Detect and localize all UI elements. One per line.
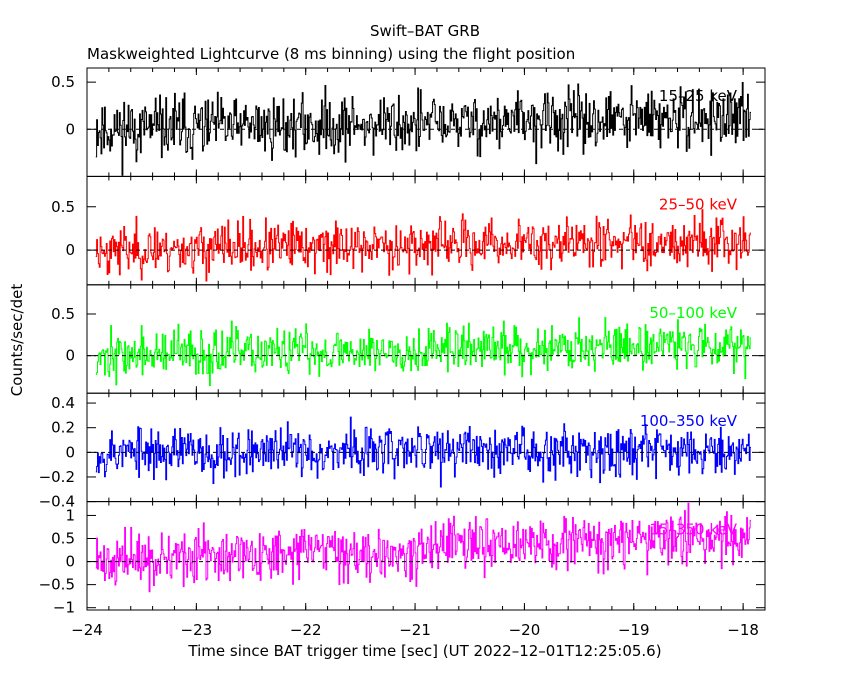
x-tick-label: −23 bbox=[181, 621, 213, 639]
band-label: 15–25 keV bbox=[659, 87, 738, 105]
panel-frame bbox=[86, 175, 766, 286]
chart-subtitle: Maskweighted Lightcurve (8 ms binning) u… bbox=[87, 45, 575, 63]
y-tick-label: 0.5 bbox=[51, 530, 75, 548]
x-axis-label: Time since BAT trigger time [sec] (UT 20… bbox=[187, 642, 661, 660]
y-tick-label: −0.2 bbox=[39, 468, 75, 486]
y-tick-label: 0 bbox=[65, 443, 75, 461]
y-tick-label: 0 bbox=[65, 241, 75, 259]
series-line bbox=[95, 209, 751, 282]
series-line bbox=[95, 502, 751, 593]
x-tick-label: −22 bbox=[290, 621, 322, 639]
y-tick-label: 0.5 bbox=[51, 305, 75, 323]
panel-group: 0.5 0 15–25 keV 0.5 0 25–50 keV 0.5 0 50–100 keV… bbox=[39, 67, 766, 639]
band-label: 50–100 keV bbox=[649, 304, 737, 322]
x-tick-label: −19 bbox=[618, 621, 650, 639]
y-tick-label: 0.5 bbox=[51, 73, 75, 91]
y-axis-label: Counts/sec/det bbox=[8, 284, 26, 397]
band-label: 100–350 keV bbox=[640, 412, 738, 430]
y-tick-label: 0 bbox=[65, 553, 75, 571]
band-label: 25–50 keV bbox=[659, 195, 738, 213]
y-tick-label: −1 bbox=[53, 599, 75, 617]
series-line bbox=[95, 81, 751, 176]
y-tick-label: 0.2 bbox=[51, 419, 75, 437]
chart-title: Swift–BAT GRB bbox=[370, 22, 480, 40]
y-tick-label: 0 bbox=[65, 347, 75, 365]
band-label: 15–350 keV bbox=[649, 521, 737, 539]
y-tick-label: 0 bbox=[65, 120, 75, 138]
y-tick-label: 0.4 bbox=[51, 394, 75, 412]
x-tick-label: −18 bbox=[727, 621, 759, 639]
series-line bbox=[95, 416, 751, 488]
panel-frame bbox=[86, 501, 766, 611]
x-tick-label: −21 bbox=[399, 621, 431, 639]
x-tick-label: −24 bbox=[71, 621, 103, 639]
y-tick-label: 1 bbox=[65, 506, 75, 524]
series-line bbox=[95, 317, 751, 386]
y-tick-label: −0.5 bbox=[39, 576, 75, 594]
x-tick-label: −20 bbox=[509, 621, 541, 639]
y-tick-label: 0.5 bbox=[51, 198, 75, 216]
y-tick-label: −0.4 bbox=[39, 493, 75, 511]
